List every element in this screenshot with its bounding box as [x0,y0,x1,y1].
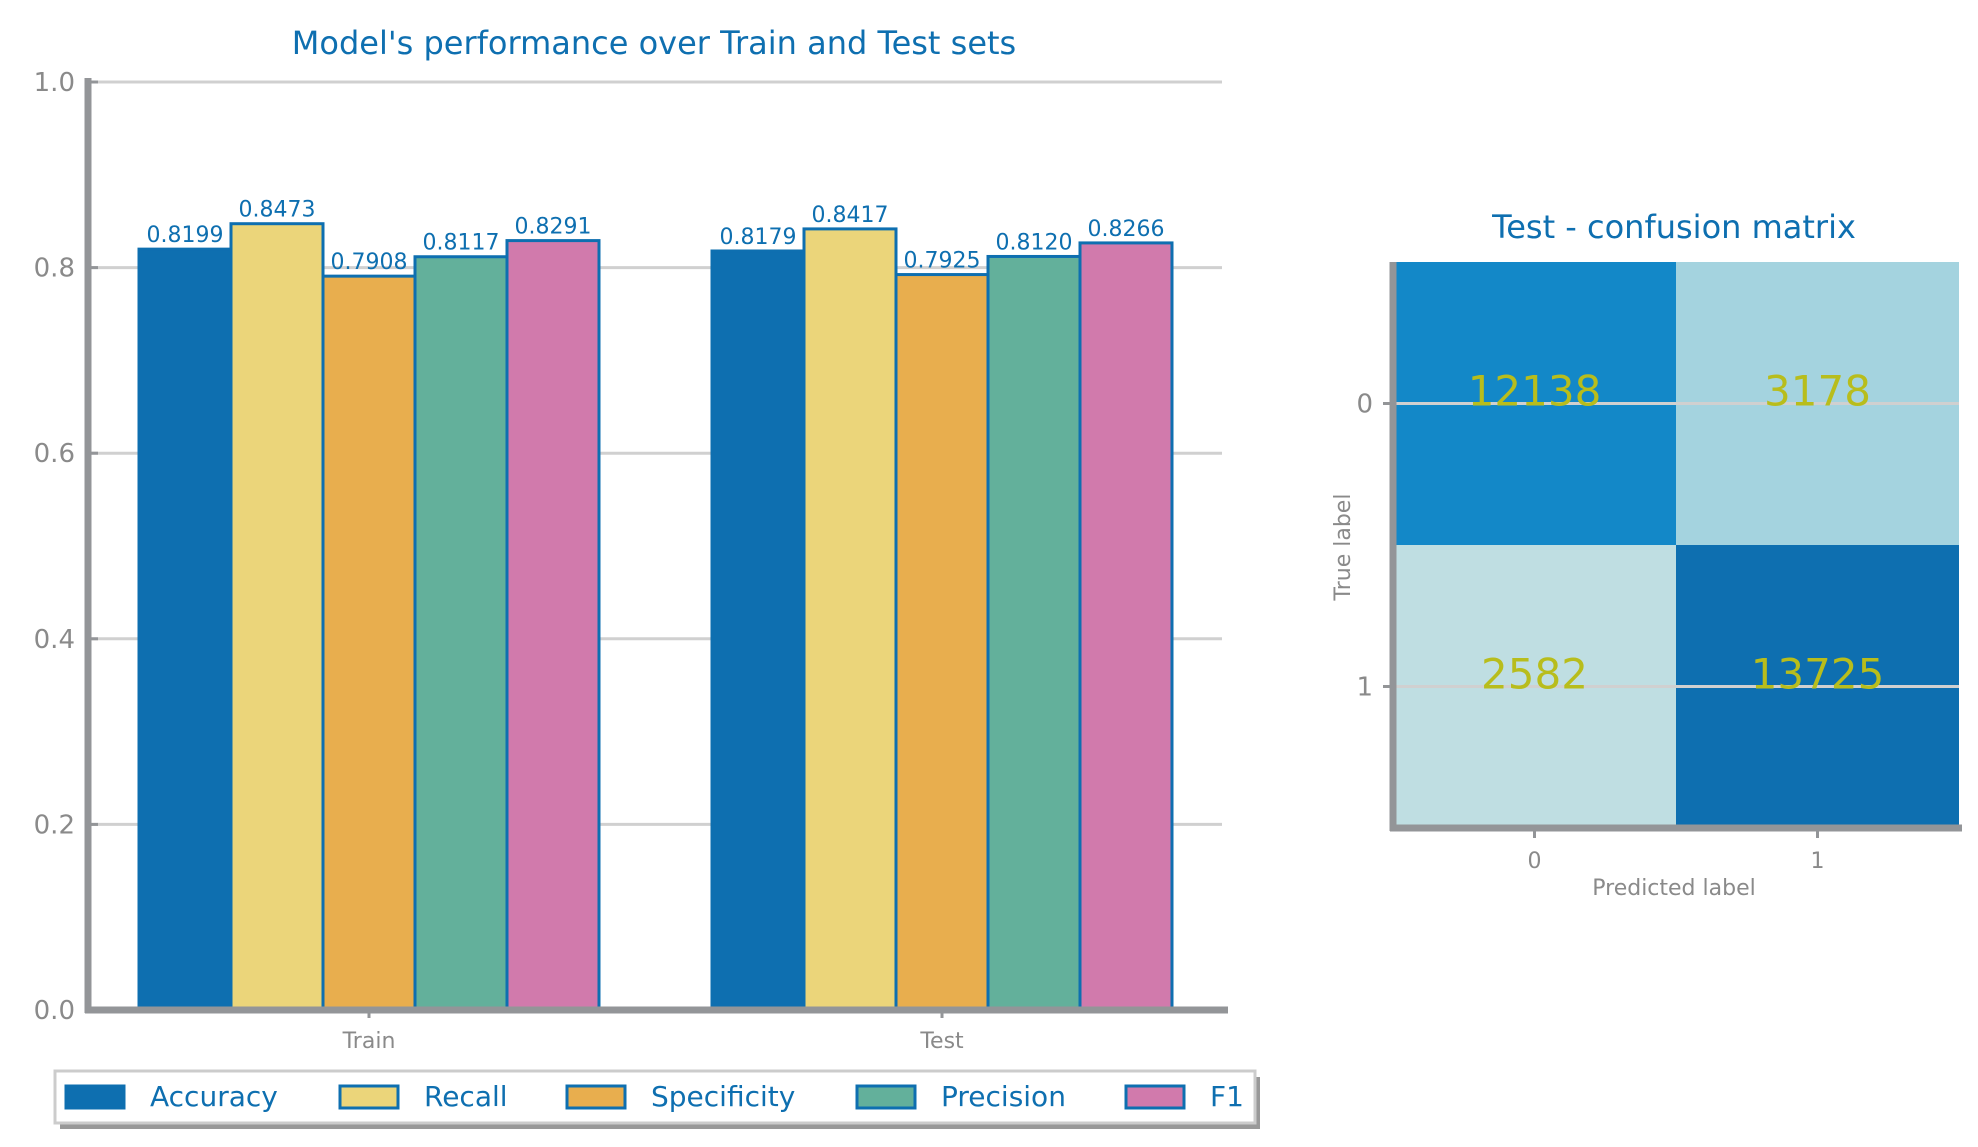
data-label: 0.8199 [147,223,224,248]
y-tick-label: 0.4 [34,625,75,655]
bar-train-specificity [321,274,417,1012]
bar-train-accuracy [137,247,233,1012]
cm-y-tick-label: 1 [1356,673,1373,703]
bar-data-labels: 0.8199 0.8473 0.7908 0.8117 0.8291 0.8179 0.84… [147,198,1165,275]
data-label: 0.8179 [720,225,797,250]
data-label: 0.8266 [1088,217,1165,242]
legend-swatch-accuracy [64,1084,126,1110]
x-tick-label: Train [342,1029,396,1054]
cm-y-tick-label: 0 [1356,390,1373,420]
bar-test-precision [986,254,1082,1012]
bar-chart: Model's performance over Train and Test … [34,24,1228,1054]
legend-swatch-specificity [565,1084,627,1110]
cm-cell-value: 13725 [1751,650,1885,699]
y-tick-label: 0.8 [34,254,75,284]
data-label: 0.7925 [904,249,981,274]
bar-train-recall [229,222,325,1012]
data-label: 0.8291 [515,215,592,240]
y-tick-label: 0.0 [34,996,75,1026]
y-tick-label: 0.2 [34,810,75,840]
cm-cell-value: 3178 [1764,367,1871,416]
y-tick-labels: 0.0 0.2 0.4 0.6 0.8 1.0 [34,68,75,1026]
cm-x-tick-label: 0 [1528,849,1542,874]
bar-series [137,222,1174,1012]
x-tick-labels: Train Test [342,1029,964,1054]
bar-axes [84,78,1228,1018]
bar-test-specificity [894,273,990,1012]
legend-label-recall: Recall [424,1080,508,1113]
cm-cell-value: 12138 [1468,367,1602,416]
bar-test-recall [802,227,898,1012]
bar-test-accuracy [710,249,806,1012]
cm-y-axis-label: True label [1331,494,1356,602]
cm-x-tick-label: 1 [1811,849,1825,874]
cm-x-axis-label: Predicted label [1592,876,1755,901]
confusion-matrix: Test - confusion matrix 12138 3178 2582 137… [1331,208,1962,901]
legend-swatch-precision [855,1084,917,1110]
data-label: 0.8117 [423,231,500,256]
legend-box [53,1069,1257,1125]
bar-chart-title: Model's performance over Train and Test … [292,24,1016,62]
y-tick-label: 1.0 [34,68,75,98]
y-tick-label: 0.6 [34,439,75,469]
data-label: 0.7908 [331,250,408,275]
confusion-matrix-title: Test - confusion matrix [1491,208,1856,246]
legend-label-accuracy: Accuracy [150,1080,278,1113]
bar-train-f1 [505,239,601,1012]
legend-label-precision: Precision [941,1080,1066,1113]
data-label: 0.8473 [239,198,316,223]
data-label: 0.8120 [996,230,1073,255]
legend: Accuracy Recall Specificity Precision F1 [53,1069,1260,1129]
x-tick-label: Test [919,1029,964,1054]
bar-test-f1 [1078,241,1174,1012]
legend-swatch-recall [338,1084,400,1110]
data-label: 0.8417 [812,203,889,228]
legend-label-specificity: Specificity [651,1080,795,1113]
legend-swatch-f1 [1124,1084,1186,1110]
bar-train-precision [413,255,509,1012]
legend-label-f1: F1 [1210,1080,1244,1113]
cm-cell-value: 2582 [1481,650,1588,699]
